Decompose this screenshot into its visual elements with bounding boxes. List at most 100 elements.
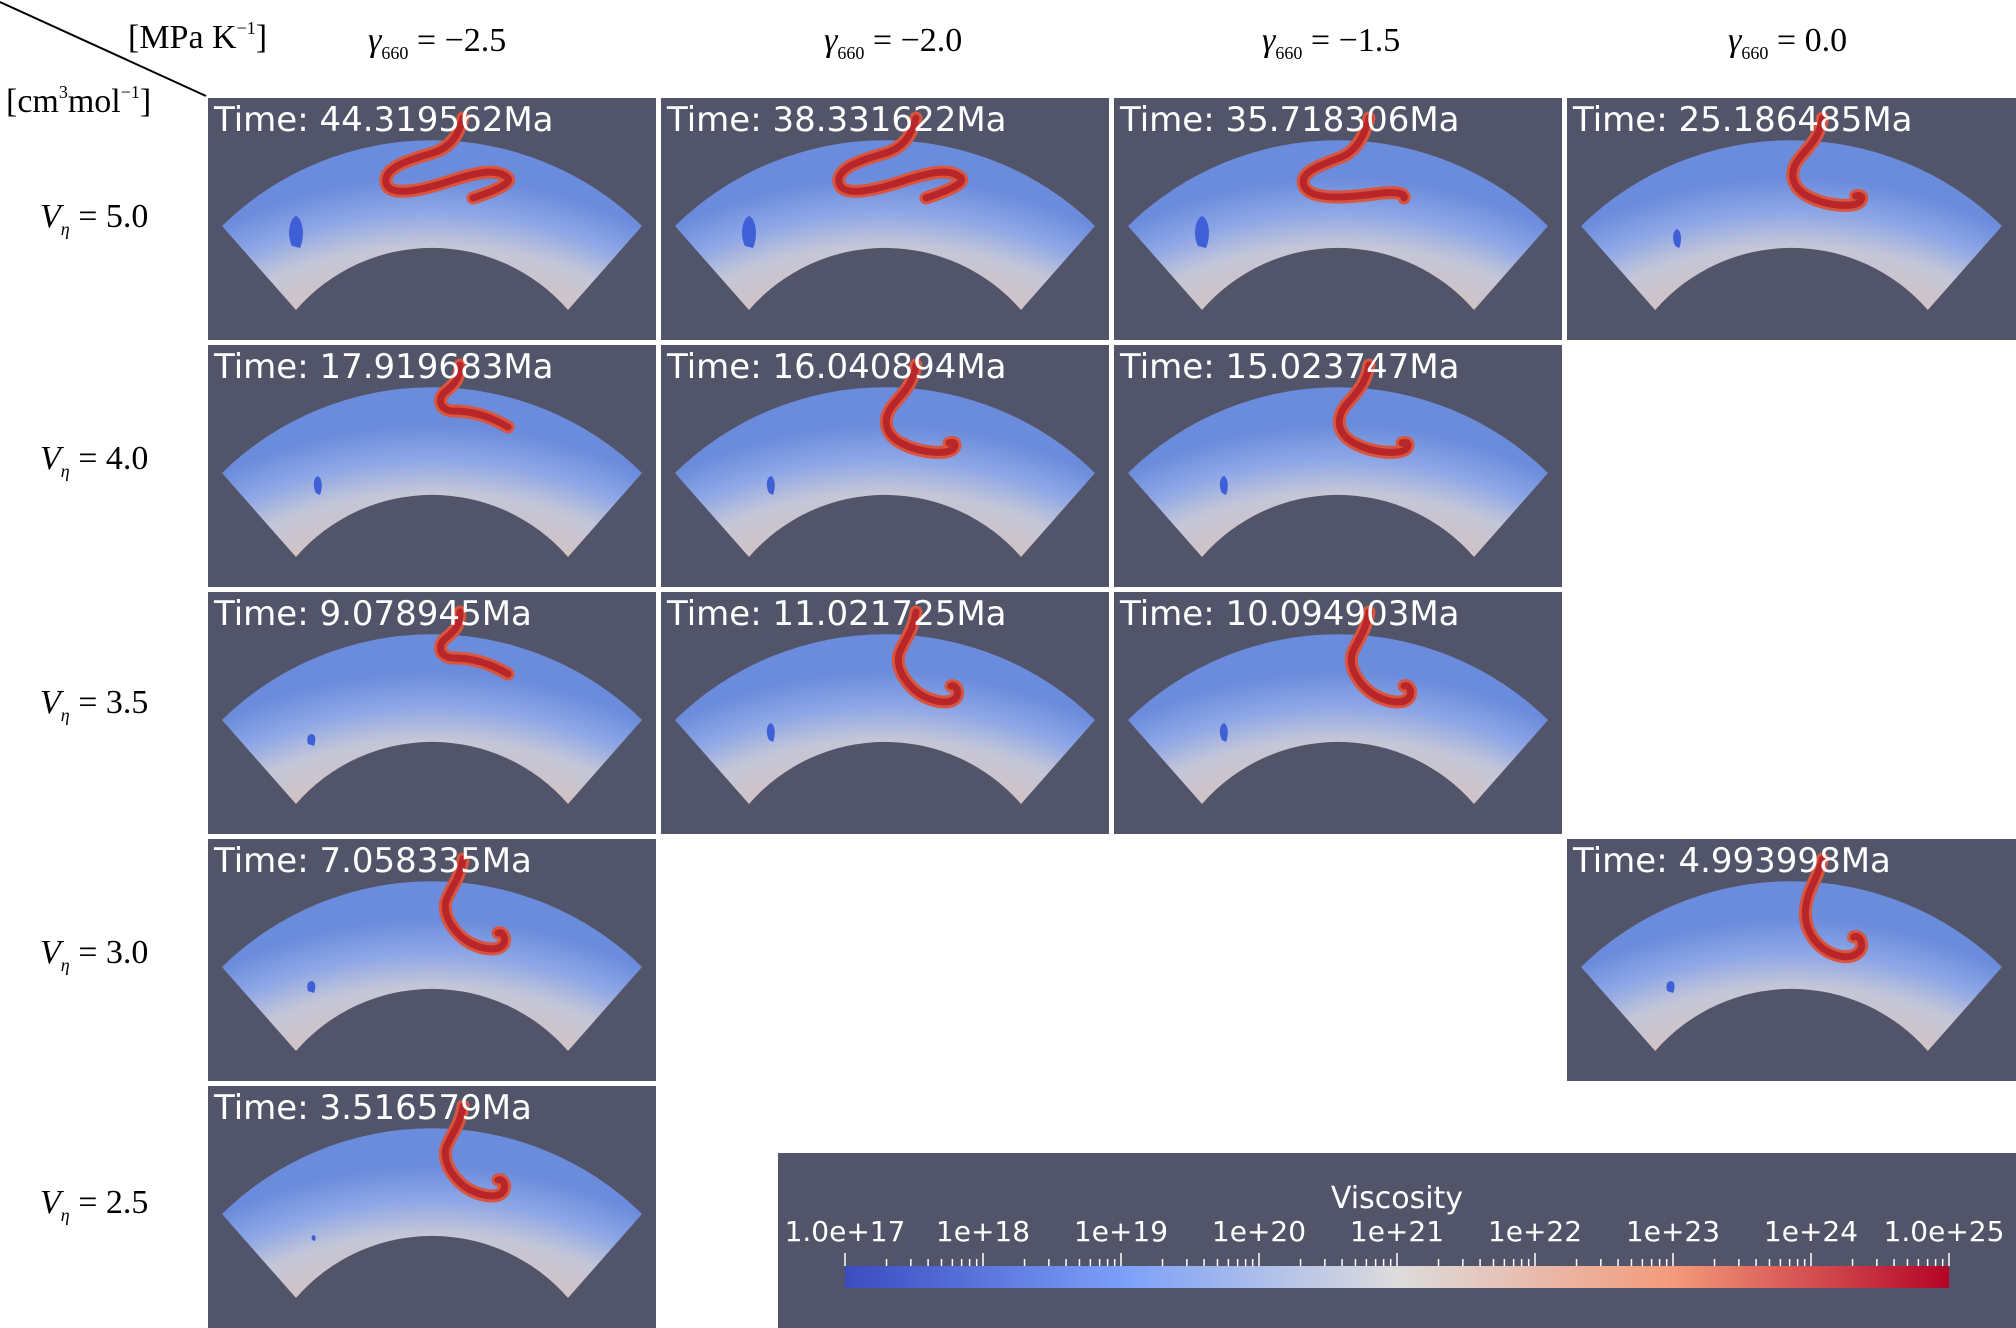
mantle-annulus <box>1128 387 1548 557</box>
time-label: Time: 16.040894Ma <box>667 347 1007 387</box>
subducting-slab <box>1801 855 1866 961</box>
mantle-section-plot <box>1581 852 2002 1051</box>
panel-r2c2: Time: 10.094903Ma <box>1114 592 1562 834</box>
time-label: Time: 9.078945Ma <box>214 594 532 634</box>
panel-r2c0: Time: 9.078945Ma <box>208 592 656 834</box>
low-viscosity-plume <box>742 216 756 248</box>
subducting-slab <box>1347 608 1414 706</box>
panel-r1c2: Time: 15.023747Ma <box>1114 345 1562 587</box>
mantle-annulus <box>222 634 642 804</box>
mantle-annulus <box>222 881 642 1051</box>
mantle-annulus <box>1581 140 2002 310</box>
panel-r4c0: Time: 3.516579Ma <box>208 1086 656 1328</box>
panel-r0c1: Time: 38.331622Ma <box>661 98 1109 340</box>
mantle-annulus <box>222 1128 642 1298</box>
mantle-section-plot <box>222 1099 642 1298</box>
low-viscosity-plume <box>1673 229 1681 248</box>
low-viscosity-plume <box>289 216 303 248</box>
colorbar-tick-label: 1e+22 <box>1487 1215 1583 1248</box>
column-header-2: γ660 = −2.0 <box>824 22 963 63</box>
colorbar-tick-label: 1e+20 <box>1211 1215 1307 1248</box>
mantle-annulus <box>1581 881 2002 1051</box>
subducting-slab <box>436 608 512 678</box>
mantle-section-plot <box>222 852 642 1051</box>
mantle-section-plot <box>222 605 642 804</box>
mantle-section-plot <box>675 605 1095 804</box>
time-label: Time: 10.094903Ma <box>1120 594 1460 634</box>
panel-r1c0: Time: 17.919683Ma <box>208 345 656 587</box>
low-viscosity-plume <box>1195 216 1209 248</box>
mantle-annulus <box>675 634 1095 804</box>
mantle-section-plot <box>1581 111 2002 310</box>
viscosity-colorbar-legend: Viscosity 1.0e+17 1e+18 1e+19 1e+20 1e+21 1e+… <box>778 1153 2016 1328</box>
row-label-1: Vη = 5.0 <box>40 198 149 239</box>
time-label: Time: 3.516579Ma <box>214 1088 532 1128</box>
colorbar-tick-label: 1e+24 <box>1763 1215 1859 1248</box>
panel-r3c0: Time: 7.058335Ma <box>208 839 656 1081</box>
panel-r0c0: Time: 44.319562Ma <box>208 98 656 340</box>
mantle-section-plot <box>1128 111 1548 310</box>
mantle-annulus <box>1128 140 1548 310</box>
mantle-section-plot <box>222 358 642 557</box>
corner-divider-line <box>0 1 207 97</box>
time-label: Time: 11.021725Ma <box>667 594 1007 634</box>
time-label: Time: 38.331622Ma <box>667 100 1007 140</box>
subducting-slab <box>441 855 508 953</box>
mantle-section-plot <box>222 111 642 310</box>
mantle-annulus <box>675 387 1095 557</box>
colorbar-gradient <box>845 1266 1949 1288</box>
colorbar-graphic <box>844 1253 1950 1288</box>
panel-r3c3: Time: 4.993998Ma <box>1567 839 2016 1081</box>
subducting-slab <box>1335 361 1412 456</box>
time-label: Time: 7.058335Ma <box>214 841 532 881</box>
panel-r1c1: Time: 16.040894Ma <box>661 345 1109 587</box>
column-header-1: γ660 = −2.5 <box>368 22 507 63</box>
colorbar-tick-label: 1e+23 <box>1625 1215 1721 1248</box>
colorbar-tick-label: 1e+18 <box>935 1215 1031 1248</box>
panel-r0c3: Time: 25.186485Ma <box>1567 98 2016 340</box>
mantle-annulus <box>1128 634 1548 804</box>
panel-r2c1: Time: 11.021725Ma <box>661 592 1109 834</box>
low-viscosity-plume <box>766 476 775 495</box>
column-header-3: γ660 = −1.5 <box>1262 22 1401 63</box>
low-viscosity-plume <box>313 476 322 495</box>
mantle-section-plot <box>1128 605 1548 804</box>
panel-r0c2: Time: 35.718306Ma <box>1114 98 1562 340</box>
subducting-slab <box>1789 114 1866 209</box>
mantle-annulus <box>222 387 642 557</box>
low-viscosity-plume <box>307 981 316 993</box>
subducting-slab <box>1299 114 1408 202</box>
mantle-section-plot <box>1128 358 1548 557</box>
time-label: Time: 35.718306Ma <box>1120 100 1460 140</box>
subducting-slab <box>436 361 512 431</box>
low-viscosity-plume <box>1219 723 1228 742</box>
row-label-5: Vη = 2.5 <box>40 1184 149 1225</box>
subducting-slab <box>382 114 513 202</box>
time-label: Time: 17.919683Ma <box>214 347 554 387</box>
time-label: Time: 25.186485Ma <box>1573 100 1913 140</box>
mantle-section-plot <box>675 111 1095 310</box>
row-units-label: [cm3mol−1] <box>6 82 152 120</box>
row-label-4: Vη = 3.0 <box>40 934 149 975</box>
low-viscosity-plume <box>1666 981 1675 993</box>
colorbar-title: Viscosity <box>1330 1181 1464 1216</box>
subducting-slab <box>894 608 961 706</box>
mantle-annulus <box>222 140 642 310</box>
time-label: Time: 15.023747Ma <box>1120 347 1460 387</box>
low-viscosity-plume <box>766 723 775 742</box>
column-units-label: [MPa K−1] <box>128 18 268 56</box>
colorbar-tick-label: 1.0e+17 <box>784 1215 906 1248</box>
mantle-section-plot <box>675 358 1095 557</box>
column-header-4: γ660 = 0.0 <box>1728 22 1848 63</box>
subducting-slab <box>441 1102 508 1200</box>
colorbar-tick-label: 1e+21 <box>1349 1215 1445 1248</box>
time-label: Time: 44.319562Ma <box>214 100 554 140</box>
mantle-annulus <box>675 140 1095 310</box>
row-label-2: Vη = 4.0 <box>40 440 149 481</box>
subducting-slab <box>835 114 966 202</box>
low-viscosity-plume <box>307 734 316 746</box>
time-label: Time: 4.993998Ma <box>1573 841 1891 881</box>
colorbar-tick-label: 1e+19 <box>1073 1215 1169 1248</box>
subducting-slab <box>882 361 959 456</box>
low-viscosity-plume <box>1219 476 1228 495</box>
